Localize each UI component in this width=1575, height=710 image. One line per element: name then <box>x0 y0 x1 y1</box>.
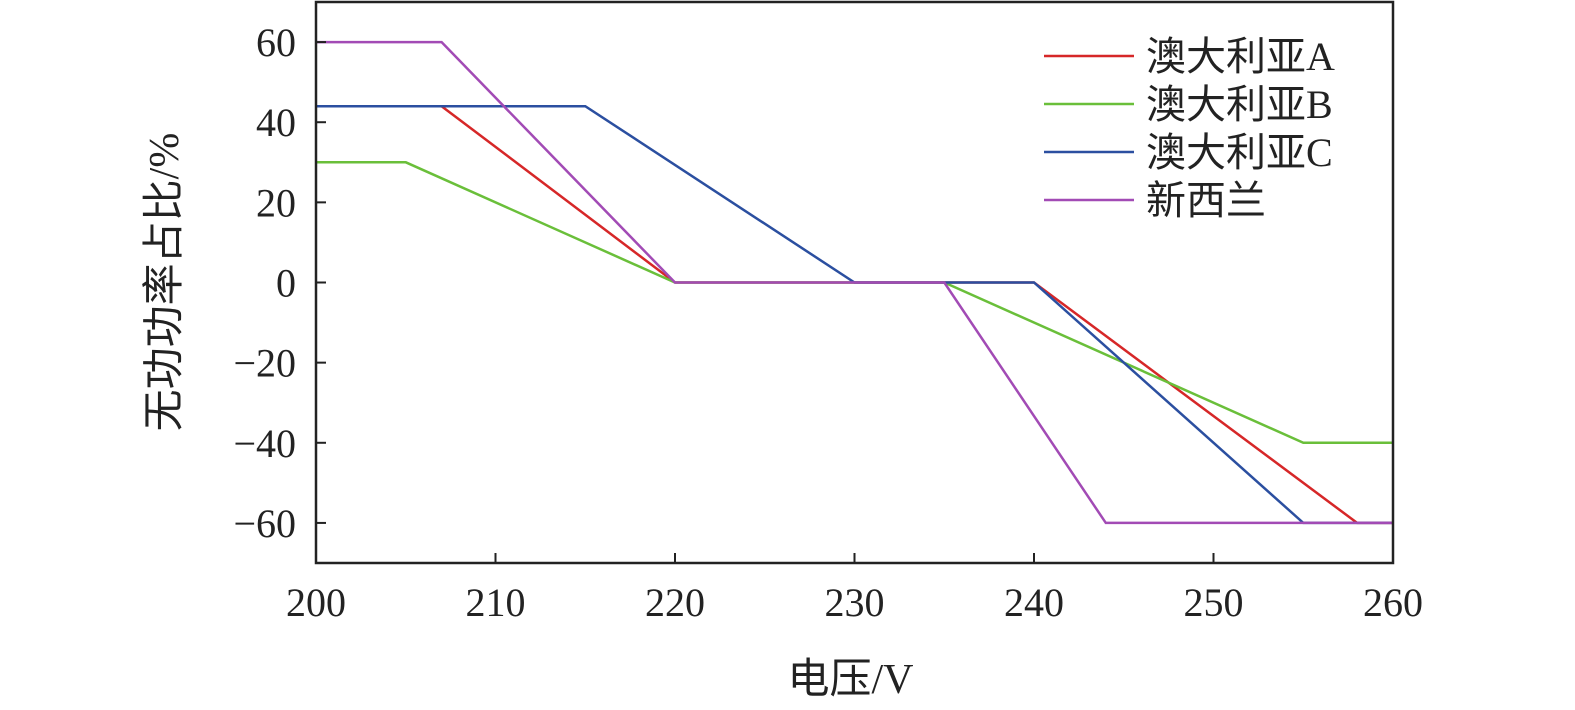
x-tick-label: 210 <box>466 580 526 625</box>
x-axis-title: 电压/V <box>787 657 913 703</box>
x-tick-label: 260 <box>1363 580 1423 625</box>
x-tick-label: 200 <box>286 580 346 625</box>
x-tick-label: 240 <box>1004 580 1064 625</box>
legend-label-3: 澳大利亚C <box>1146 130 1333 175</box>
y-tick-label: −40 <box>233 421 296 466</box>
y-tick-label: 20 <box>256 180 296 225</box>
y-tick-label: 60 <box>256 20 296 65</box>
y-tick-label: 0 <box>276 261 296 306</box>
series-line-4 <box>316 40 1393 525</box>
x-tick-label: 230 <box>825 580 885 625</box>
legend-label-4: 新西兰 <box>1146 178 1266 223</box>
y-tick-label: −60 <box>233 501 296 546</box>
x-tick-label: 250 <box>1184 580 1244 625</box>
legend-label-1: 澳大利亚A <box>1146 34 1335 79</box>
series-layer <box>316 40 1393 525</box>
x-tick-label: 220 <box>645 580 705 625</box>
y-tick-label: 40 <box>256 100 296 145</box>
legend-label-2: 澳大利亚B <box>1146 82 1333 127</box>
y-axis-title: 无功功率占比/% <box>141 133 188 432</box>
y-tick-label: −20 <box>233 341 296 386</box>
